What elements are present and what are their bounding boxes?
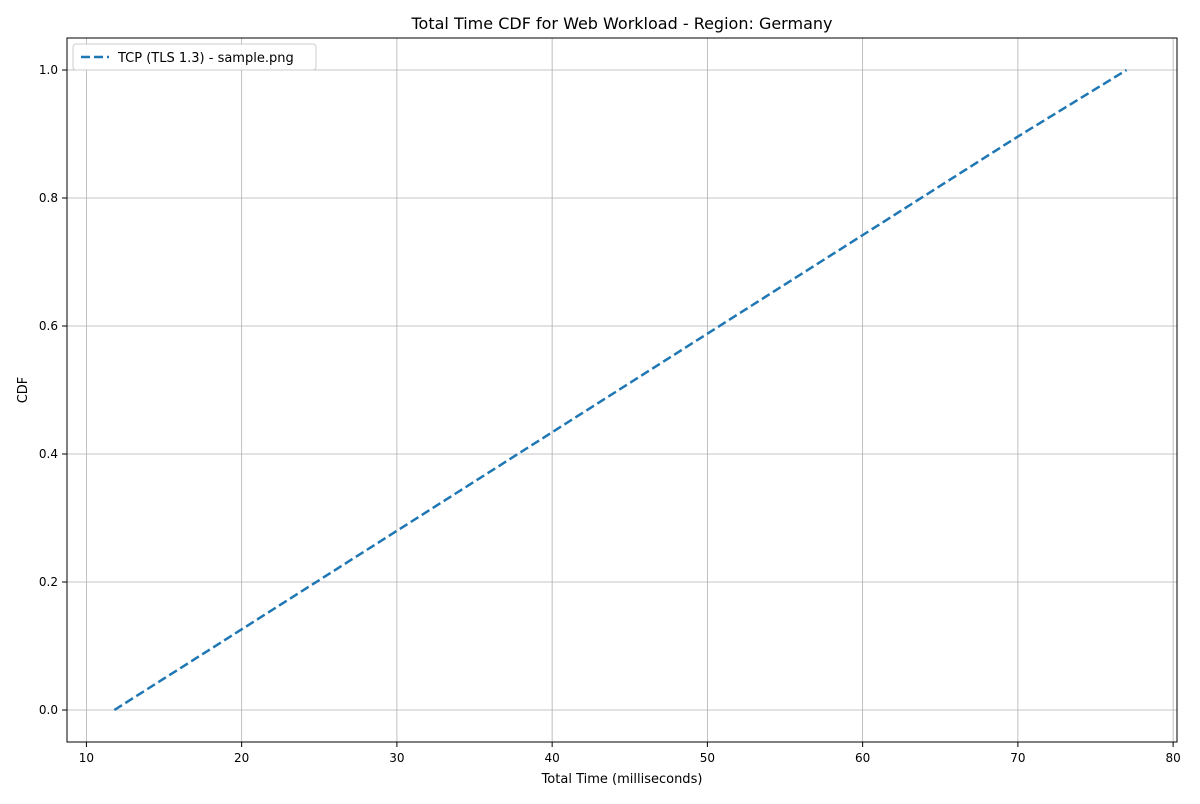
chart-title: Total Time CDF for Web Workload - Region… — [411, 14, 833, 33]
x-tick-label: 20 — [234, 751, 249, 765]
legend: TCP (TLS 1.3) - sample.png — [72, 43, 317, 71]
x-tick-label: 60 — [855, 751, 870, 765]
x-axis-label: Total Time (milliseconds) — [541, 772, 703, 787]
x-tick-label: 40 — [544, 751, 559, 765]
x-tick-label: 10 — [79, 751, 94, 765]
ticks-layer: 10 20 30 40 50 60 70 80 0.0 0.2 0.4 0.6 0.8 1.0 — [39, 63, 1181, 765]
y-tick-label: 0.0 — [39, 703, 58, 717]
grid-layer — [67, 38, 1177, 742]
legend-label: TCP (TLS 1.3) - sample.png — [117, 51, 294, 66]
plot-frame — [66, 37, 1178, 743]
series-line — [113, 68, 1128, 712]
y-tick-label: 0.6 — [39, 319, 58, 333]
x-tick-label: 80 — [1165, 751, 1180, 765]
y-tick-label: 1.0 — [39, 63, 58, 77]
y-tick-label: 0.2 — [39, 575, 58, 589]
y-tick-label: 0.8 — [39, 191, 58, 205]
x-tick-label: 70 — [1010, 751, 1025, 765]
series-layer — [113, 68, 1128, 712]
x-tick-label: 50 — [700, 751, 715, 765]
y-axis-label: CDF — [16, 377, 31, 404]
axes-layer — [66, 37, 1178, 743]
legend-box — [72, 43, 317, 71]
x-tick-label: 30 — [389, 751, 404, 765]
y-tick-label: 0.4 — [39, 447, 58, 461]
